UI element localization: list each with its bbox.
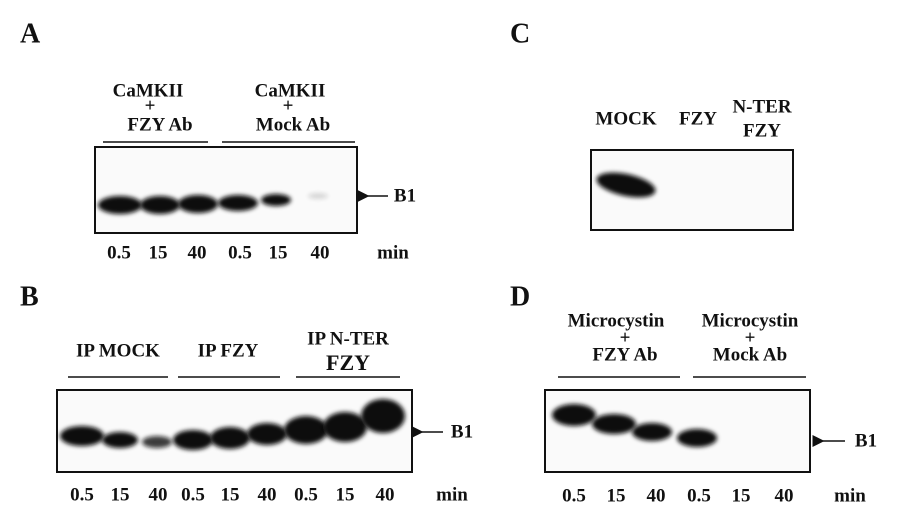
lane-label: 40 [647, 485, 666, 506]
band [361, 399, 405, 433]
blot [544, 389, 811, 473]
group-plus: + [745, 327, 756, 348]
band [596, 172, 656, 198]
lane-label: 15 [111, 484, 130, 505]
band [592, 414, 636, 434]
lane-label: 40 [258, 484, 277, 505]
group-label: FZY Ab [127, 114, 192, 135]
band [60, 426, 104, 446]
lane-label: 40 [775, 485, 794, 506]
lane-label: 0.5 [107, 242, 131, 263]
band [173, 430, 213, 450]
unit-label: min [834, 485, 866, 506]
unit-label: min [377, 242, 409, 263]
lane-label: 0.5 [181, 484, 205, 505]
panel-letter: D [510, 281, 530, 312]
lane-label: 15 [607, 485, 626, 506]
group-label: IP MOCK [76, 340, 160, 361]
band [261, 194, 291, 206]
lane-label: 0.5 [687, 485, 711, 506]
panel-letter: A [20, 18, 41, 49]
band [178, 195, 218, 213]
group-label: Microcystin [568, 310, 665, 331]
group-label: Microcystin [702, 310, 799, 331]
group-plus: + [620, 327, 631, 348]
group-label: FZY Ab [592, 344, 657, 365]
group-label: Mock Ab [713, 344, 787, 365]
group-label: Mock Ab [256, 114, 330, 135]
lane-label: 15 [336, 484, 355, 505]
band [323, 412, 367, 442]
lane-label: 0.5 [228, 242, 252, 263]
group-label: IP N-TER [307, 328, 389, 349]
panel-letter: B [20, 281, 39, 312]
panel-a: A CaMKII + FZY Ab CaMKII + Mock Ab B1 0.… [20, 18, 416, 263]
band [677, 429, 717, 447]
lane-label: 40 [149, 484, 168, 505]
lane-title: FZY [743, 120, 781, 141]
lane-title: MOCK [595, 108, 656, 129]
band [98, 196, 142, 214]
group-label: CaMKII [255, 80, 326, 101]
band-label: B1 [451, 421, 473, 442]
lane-label: 15 [149, 242, 168, 263]
group-label: CaMKII [113, 80, 184, 101]
band [218, 195, 258, 211]
lane-label: 40 [311, 242, 330, 263]
blot [94, 146, 358, 234]
band [308, 193, 328, 199]
lane-title: N-TER [732, 96, 791, 117]
panel-d: D Microcystin + FZY Ab Microcystin + Moc… [510, 281, 877, 506]
band [210, 427, 250, 449]
lane-label: 0.5 [70, 484, 94, 505]
band [552, 404, 596, 426]
group-label: IP FZY [198, 340, 259, 361]
band [142, 436, 172, 448]
lane-label: 40 [376, 484, 395, 505]
group-plus: + [145, 95, 156, 116]
lane-label: 40 [188, 242, 207, 263]
band-label: B1 [394, 185, 416, 206]
unit-label: min [436, 484, 468, 505]
band [102, 432, 138, 448]
panel-c: C MOCK FZY N-TER FZY [510, 18, 794, 231]
band-label: B1 [855, 430, 877, 451]
lane-label: 0.5 [294, 484, 318, 505]
group-label: FZY [326, 350, 370, 375]
band [247, 423, 287, 445]
lane-label: 15 [269, 242, 288, 263]
lane-label: 0.5 [562, 485, 586, 506]
lane-label: 15 [221, 484, 240, 505]
group-plus: + [283, 95, 294, 116]
panel-letter: C [510, 18, 530, 49]
band [632, 423, 672, 441]
band [284, 416, 328, 444]
panel-b: B IP MOCK IP FZY IP N-TER FZY B1 0.5 15 40… [20, 281, 473, 505]
lane-title: FZY [679, 108, 717, 129]
band [140, 196, 180, 214]
lane-label: 15 [732, 485, 751, 506]
